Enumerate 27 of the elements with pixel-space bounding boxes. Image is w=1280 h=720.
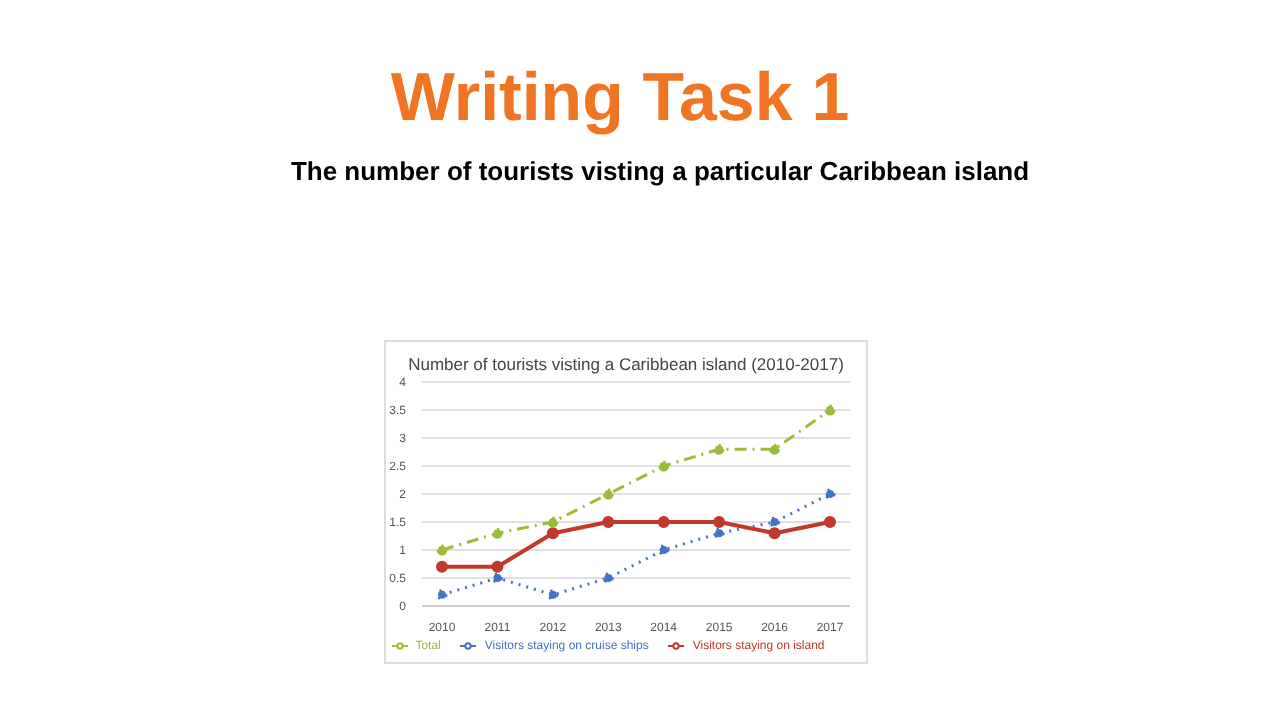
point: [436, 589, 448, 601]
point: [658, 460, 670, 472]
chart-title: Writing Task 1: [388, 60, 852, 138]
point: [657, 516, 670, 528]
point: [824, 488, 836, 500]
point: [713, 516, 726, 528]
point: [491, 560, 504, 573]
point: [547, 589, 559, 601]
point: [436, 560, 448, 573]
point: [491, 572, 503, 584]
point: [769, 516, 781, 528]
point: [769, 443, 781, 455]
point: [768, 527, 781, 540]
point: [824, 516, 836, 528]
point: [491, 527, 503, 539]
text: Number of tourists visting a Caribbean island (2010-2017): [406, 354, 846, 374]
point: [546, 527, 559, 540]
point: [824, 404, 836, 416]
point: [436, 544, 448, 556]
point: [713, 443, 725, 455]
point: [658, 544, 670, 556]
point: [602, 488, 614, 500]
point: [602, 572, 614, 584]
point: [547, 516, 559, 528]
point: [602, 516, 615, 528]
chart-subtitle: The number of tourists visting a particular Caribbean island: [288, 156, 1032, 186]
point: [713, 527, 725, 539]
